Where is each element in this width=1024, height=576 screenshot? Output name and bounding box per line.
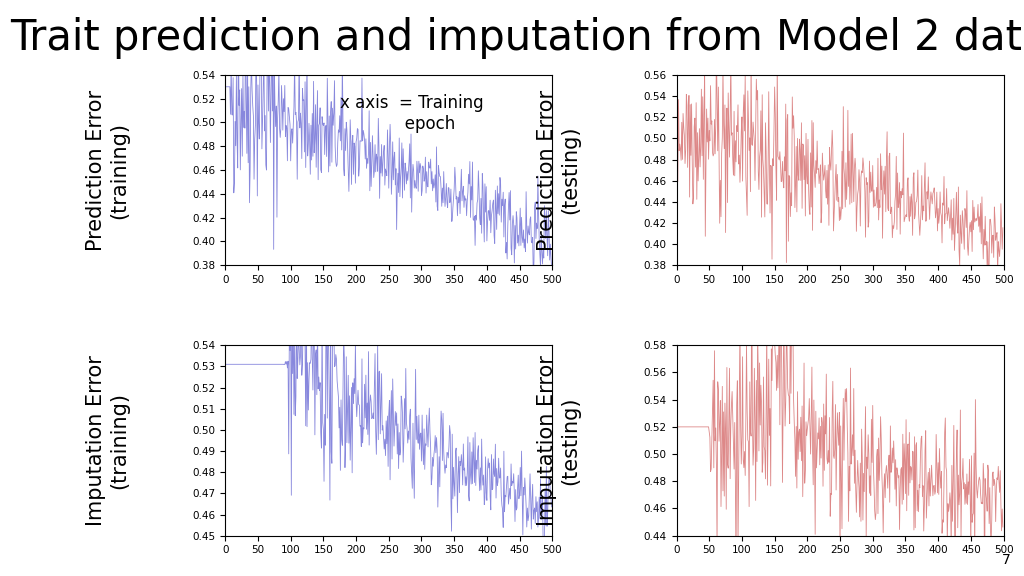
Text: Imputation Error
(testing): Imputation Error (testing) xyxy=(538,355,581,526)
Text: Prediction Error
(training): Prediction Error (training) xyxy=(86,89,129,251)
Text: x axis  = Training
       epoch: x axis = Training epoch xyxy=(340,94,483,132)
Text: Prediction Error
(testing): Prediction Error (testing) xyxy=(538,89,581,251)
Text: Trait prediction and imputation from Model 2 data: Trait prediction and imputation from Mod… xyxy=(10,17,1024,59)
Text: Imputation Error
(training): Imputation Error (training) xyxy=(86,355,129,526)
Text: 7: 7 xyxy=(1001,554,1011,567)
